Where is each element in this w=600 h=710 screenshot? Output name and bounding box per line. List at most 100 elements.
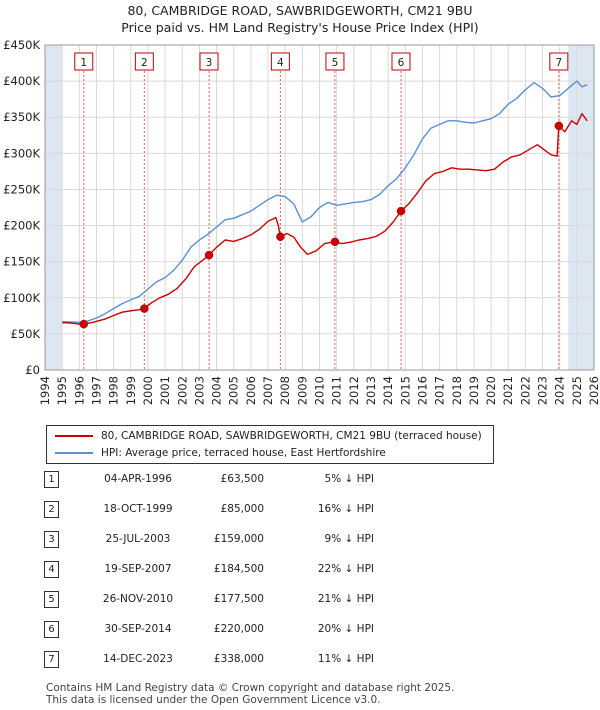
y-tick-label: £200K [3,219,40,233]
sale-date: 19-SEP-2007 [104,563,172,575]
plot-frame [44,44,595,371]
sale-point [276,232,285,241]
x-tick-label: 2024 [553,376,567,405]
sale-price: £338,000 [213,653,264,665]
chart-legend: 80, CAMBRIDGE ROAD, SAWBRIDGEWORTH, CM21… [46,425,494,464]
x-tick-label: 2004 [210,376,224,405]
x-tick-label: 2017 [433,376,447,405]
x-tick-label: 2020 [484,376,498,405]
x-tick-label: 2026 [587,376,600,405]
sale-marker-box: 6 [391,52,411,71]
sale-marker-frame [74,52,94,71]
y-tick-label: £450K [3,38,40,52]
x-tick-label: 2021 [501,376,515,405]
sale-marker-label: 5 [332,57,339,69]
sale-number-badge: 5 [44,591,59,608]
y-tick-label: £300K [3,146,40,160]
sale-hpi-diff: 22% ↓ HPI [317,563,374,575]
sale-hpi-diff: 16% ↓ HPI [317,503,374,515]
x-tick-label: 2008 [278,376,292,405]
price-chart: £0 £50K £100K £150K £200K £250K £300K £350K £400… [3,38,600,405]
sale-price: £85,000 [220,503,264,515]
sale-date: 30-SEP-2014 [104,623,172,635]
x-tick-label: 2002 [175,376,189,405]
x-tick-label: 2011 [330,376,344,405]
sale-hpi-diff: 11% ↓ HPI [317,653,374,665]
sale-number-badge: 7 [44,651,59,668]
x-tick-label: 1998 [107,376,121,405]
legend-label-hpi: HPI: Average price, terraced house, East… [101,447,386,459]
sale-point [79,319,89,329]
sale-date: 18-OCT-1999 [103,503,173,515]
table-row: 3 25-JUL-2003 £159,000 9% ↓ HPI [44,530,444,550]
footer-copyright: Contains HM Land Registry data © Crown c… [46,682,455,694]
sale-hpi-diff: 5% ↓ HPI [324,473,374,485]
x-tick-label: 2015 [398,376,412,405]
sale-marker-box: 5 [325,52,345,71]
sale-date: 25-JUL-2003 [105,533,171,545]
sale-marker-box: 1 [74,52,94,71]
sale-point [204,250,214,260]
sale-hpi-diff: 20% ↓ HPI [317,623,374,635]
sale-marker-label: 3 [206,57,213,69]
table-row: 7 14-DEC-2023 £338,000 11% ↓ HPI [44,650,444,670]
x-tick-label: 2006 [244,376,258,405]
footer-licence: This data is licensed under the Open Gov… [46,694,381,706]
x-tick-label: 2012 [347,376,361,405]
sale-marker-frame [549,52,569,71]
table-row: 4 19-SEP-2007 £184,500 22% ↓ HPI [44,560,444,580]
table-row: 5 26-NOV-2010 £177,500 21% ↓ HPI [44,590,444,610]
x-tick-label: 2009 [295,376,309,405]
table-row: 2 18-OCT-1999 £85,000 16% ↓ HPI [44,500,444,520]
x-tick-label: 2019 [467,376,481,405]
table-row: 1 04-APR-1996 £63,500 5% ↓ HPI [44,470,444,490]
sale-marker-frame [134,52,154,71]
sale-price: £159,000 [213,533,264,545]
forecast-region [568,45,594,370]
x-tick-label: 2025 [570,376,584,405]
x-tick-label: 2013 [364,376,378,405]
sale-marker-box: 3 [199,52,219,71]
chart-subtitle: Price paid vs. HM Land Registry's House … [121,20,479,35]
sale-price: £220,000 [213,623,264,635]
x-tick-label: 1995 [55,376,69,405]
sale-marker-label: 6 [398,57,405,69]
sale-marker-box: 7 [549,52,569,71]
y-tick-label: £50K [11,327,41,341]
sale-date: 14-DEC-2023 [103,653,173,665]
x-tick-label: 1997 [89,376,103,405]
legend-swatch-hpi [55,452,93,454]
legend-swatch-property [55,435,93,437]
sale-marker-label: 1 [80,57,87,69]
x-tick-label: 2014 [381,376,395,405]
property-series-line [62,112,588,325]
sale-marker-label: 7 [555,57,562,69]
x-tick-label: 2000 [141,376,155,405]
chart-title: 80, CAMBRIDGE ROAD, SAWBRIDGEWORTH, CM21… [127,3,473,18]
sale-price: £184,500 [213,563,264,575]
x-tick-label: 1996 [72,376,86,405]
x-tick-label: 2003 [192,376,206,405]
sale-number-badge: 2 [44,501,59,518]
y-tick-label: £250K [3,182,40,196]
sale-point [330,237,340,247]
sale-marker-box: 2 [134,52,154,71]
sale-marker-box: 4 [270,52,290,71]
sale-price: £63,500 [220,473,264,485]
sale-marker-frame [270,52,290,71]
y-tick-label: £400K [3,74,40,88]
sale-hpi-diff: 21% ↓ HPI [317,593,374,605]
sale-number-badge: 1 [44,471,59,488]
x-tick-label: 2018 [450,376,464,405]
sale-number-badge: 3 [44,531,59,548]
y-tick-label: £350K [3,110,40,124]
x-tick-label: 2007 [261,376,275,405]
pre-data-region [45,45,63,370]
sale-marker-label: 4 [277,57,284,69]
legend-item-hpi: HPI: Average price, terraced house, East… [55,445,386,461]
sale-number-badge: 4 [44,561,59,578]
x-tick-label: 2023 [536,376,550,405]
sale-date: 26-NOV-2010 [102,593,174,605]
sale-point [140,304,149,313]
x-tick-label: 2001 [158,376,172,405]
